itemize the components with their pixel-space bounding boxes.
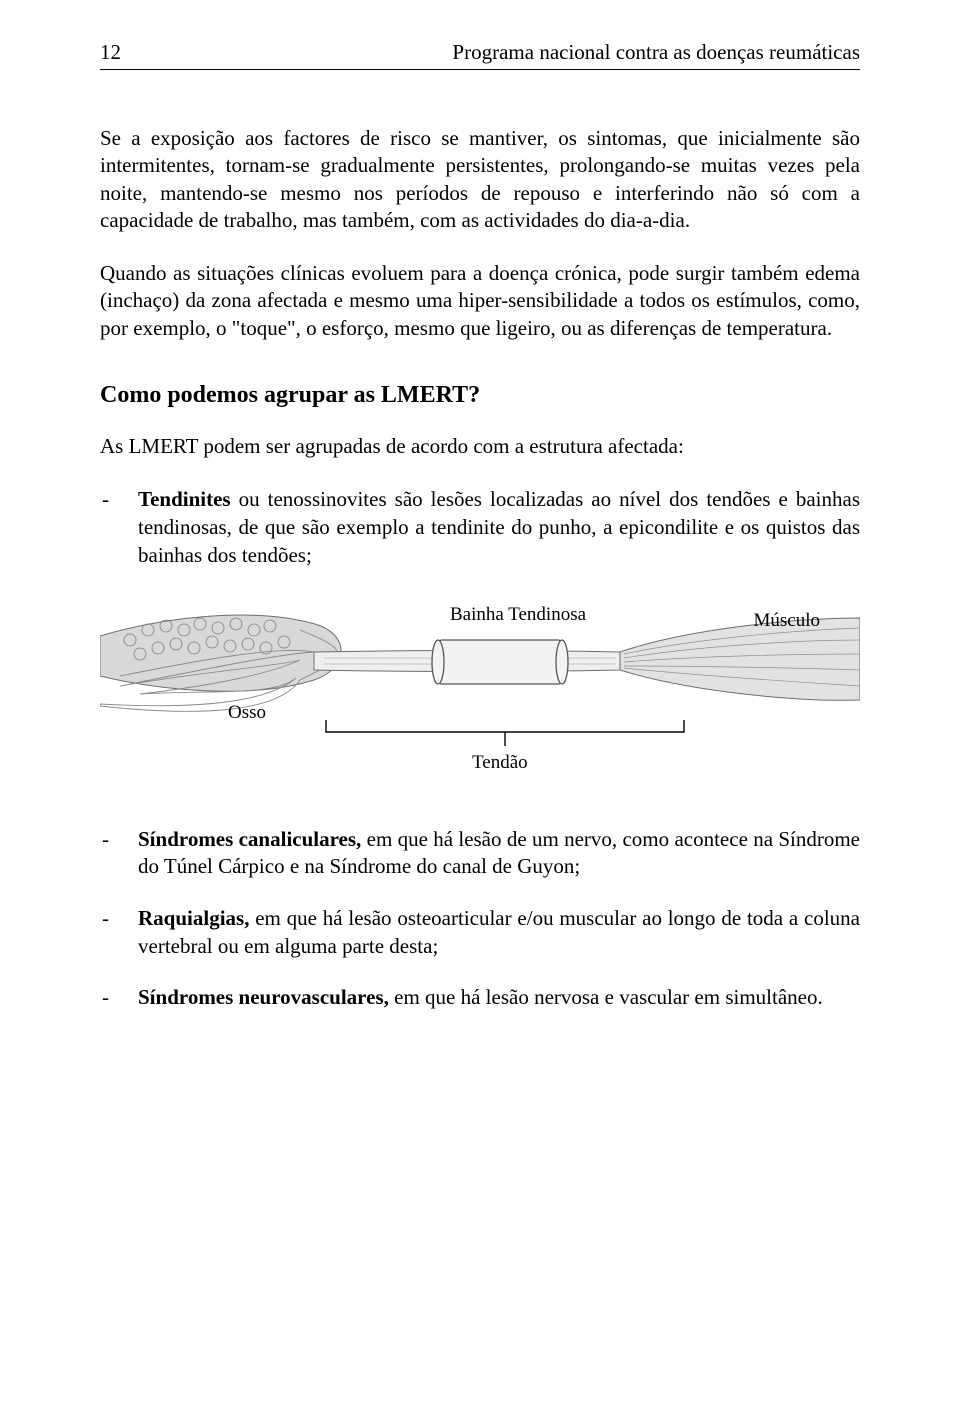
- label-musculo: Músculo: [754, 610, 821, 632]
- item-term: Síndromes canaliculares,: [138, 827, 361, 851]
- list-body: Síndromes canaliculares, em que há lesão…: [138, 826, 860, 881]
- tendon-figure: Bainha Tendinosa Músculo Osso Tendão: [100, 600, 860, 790]
- list-dash: -: [100, 486, 138, 569]
- label-tendao: Tendão: [472, 752, 528, 774]
- label-bainha: Bainha Tendinosa: [450, 604, 586, 626]
- list-dash: -: [100, 984, 138, 1012]
- bullet-list-cont: - Síndromes canaliculares, em que há les…: [100, 826, 860, 1013]
- item-rest: em que há lesão nervosa e vascular em si…: [389, 985, 823, 1009]
- list-body: Tendinites ou tenossinovites são lesões …: [138, 486, 860, 569]
- list-item: - Tendinites ou tenossinovites são lesõe…: [100, 486, 860, 569]
- item-rest: ou tenossinovites são lesões localizadas…: [138, 487, 860, 566]
- list-body: Síndromes neurovasculares, em que há les…: [138, 984, 860, 1012]
- item-term: Síndromes neurovasculares,: [138, 985, 389, 1009]
- page-header: 12 Programa nacional contra as doenças r…: [100, 40, 860, 70]
- header-title: Programa nacional contra as doenças reum…: [452, 40, 860, 65]
- list-item: - Raquialgias, em que há lesão osteoarti…: [100, 905, 860, 960]
- paragraph-1: Se a exposição aos factores de risco se …: [100, 125, 860, 234]
- list-dash: -: [100, 826, 138, 881]
- intro-line: As LMERT podem ser agrupadas de acordo c…: [100, 433, 860, 460]
- section-heading: Como podemos agrupar as LMERT?: [100, 382, 860, 409]
- list-dash: -: [100, 905, 138, 960]
- bullet-list: - Tendinites ou tenossinovites são lesõe…: [100, 486, 860, 569]
- list-item: - Síndromes neurovasculares, em que há l…: [100, 984, 860, 1012]
- item-term: Tendinites: [138, 487, 231, 511]
- list-body: Raquialgias, em que há lesão osteoarticu…: [138, 905, 860, 960]
- paragraph-2: Quando as situações clínicas evoluem par…: [100, 260, 860, 342]
- label-osso: Osso: [228, 702, 266, 724]
- item-term: Raquialgias,: [138, 906, 249, 930]
- page-number: 12: [100, 40, 121, 65]
- list-item: - Síndromes canaliculares, em que há les…: [100, 826, 860, 881]
